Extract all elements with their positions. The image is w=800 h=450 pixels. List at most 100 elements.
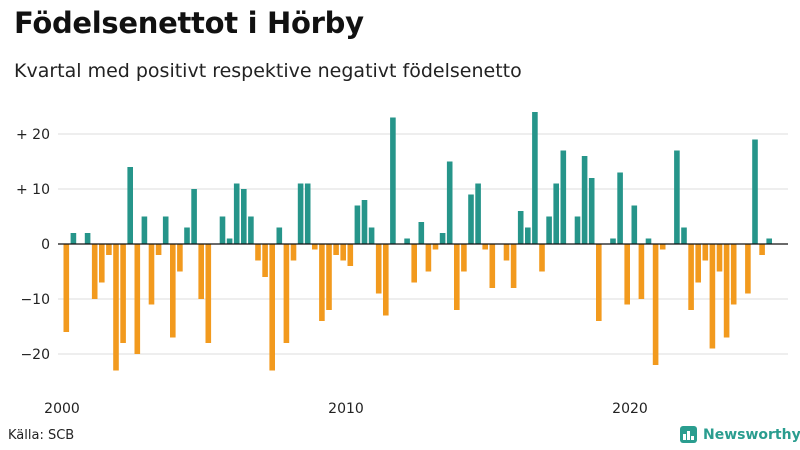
bar (411, 244, 417, 283)
chart-title: Födelsenettot i Hörby (14, 6, 364, 40)
bar (432, 244, 439, 250)
bar (525, 227, 531, 244)
bar (63, 244, 70, 332)
y-tick-label: −20 (20, 347, 50, 363)
bar (262, 244, 268, 277)
bar (503, 244, 510, 261)
bar (162, 216, 169, 244)
bar (752, 139, 758, 244)
bar (574, 216, 581, 244)
bar (659, 244, 666, 250)
bar (730, 244, 737, 305)
bar (177, 244, 183, 272)
bar (674, 150, 680, 244)
bar (709, 244, 716, 349)
bar (716, 244, 723, 272)
bar (532, 112, 538, 244)
y-tick-label: −10 (20, 292, 50, 308)
brand-name: Newsworthy (703, 426, 800, 443)
bar (468, 194, 474, 244)
bar (361, 200, 368, 244)
bar (184, 227, 190, 244)
bar (368, 227, 375, 244)
bar (617, 172, 623, 244)
bar (354, 205, 361, 244)
bar (375, 244, 382, 294)
bar (581, 156, 588, 244)
bar (290, 244, 297, 261)
source-note: Källa: SCB (8, 428, 75, 443)
bar (148, 244, 155, 305)
bar (233, 183, 240, 244)
bar (312, 244, 318, 250)
bar (489, 244, 496, 288)
bar (631, 205, 638, 244)
chart-subtitle: Kvartal med positivt respektive negativt… (14, 60, 522, 82)
bar (141, 216, 148, 244)
bar (84, 233, 91, 244)
bar (269, 244, 275, 371)
bar (106, 244, 112, 255)
bar (255, 244, 261, 261)
bar (652, 244, 659, 365)
bar (638, 244, 645, 299)
bar (333, 244, 339, 255)
bar (127, 167, 133, 244)
bar (461, 244, 467, 272)
x-tick-label: 2000 (44, 401, 80, 417)
bar (539, 244, 545, 272)
bar (560, 150, 567, 244)
bar (624, 244, 630, 305)
bar (191, 189, 197, 244)
bar (759, 244, 765, 255)
bar (702, 244, 709, 261)
bar (304, 183, 311, 244)
bar (723, 244, 730, 338)
bar (319, 244, 325, 321)
bar (226, 238, 233, 244)
x-tick-label: 2010 (328, 401, 364, 417)
bar (120, 244, 126, 343)
bar (553, 183, 559, 244)
bar (695, 244, 701, 283)
bar (454, 244, 460, 310)
bar (297, 183, 304, 244)
bar (418, 222, 425, 244)
bar (766, 238, 772, 244)
bar (70, 233, 77, 244)
bar (645, 238, 652, 244)
bar (205, 244, 212, 343)
bar (113, 244, 119, 371)
bar (446, 161, 453, 244)
bar (219, 216, 226, 244)
bar (347, 244, 354, 266)
bar (404, 238, 410, 244)
bar (241, 189, 247, 244)
bar (681, 227, 687, 244)
bar (340, 244, 346, 261)
bar (596, 244, 602, 321)
bar (326, 244, 332, 310)
bar (134, 244, 141, 354)
bar (283, 244, 290, 343)
bar (546, 216, 552, 244)
y-tick-label: 0 (41, 237, 50, 253)
newsworthy-logo[interactable]: Newsworthy (680, 426, 800, 443)
bar (155, 244, 162, 255)
bar (610, 238, 616, 244)
y-axis-tick-labels: + 20 + 10 0 −10 −20 (16, 127, 50, 363)
bar (425, 244, 432, 272)
bar (99, 244, 105, 283)
bar (91, 244, 98, 299)
bar-chart-icon (680, 426, 697, 443)
bar (390, 117, 396, 244)
bar (517, 211, 524, 244)
bar (588, 178, 595, 244)
bar (688, 244, 694, 310)
bar (383, 244, 389, 316)
bars (63, 112, 772, 371)
y-tick-label: + 10 (16, 182, 50, 198)
y-tick-label: + 20 (16, 127, 50, 143)
bar (439, 233, 446, 244)
bar (745, 244, 751, 294)
